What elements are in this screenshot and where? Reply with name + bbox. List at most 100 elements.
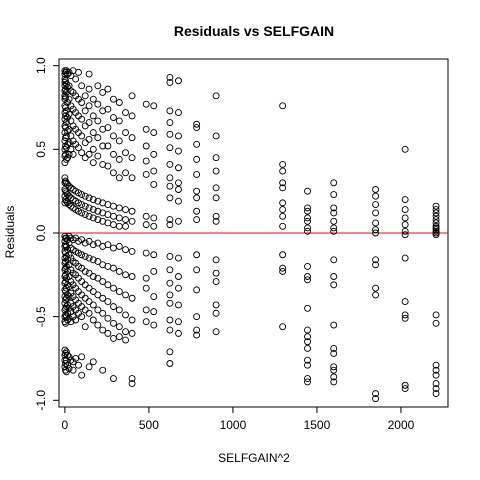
data-point xyxy=(94,216,102,224)
data-point xyxy=(401,145,409,153)
data-point xyxy=(193,326,201,334)
data-point xyxy=(304,375,311,383)
data-point xyxy=(193,331,201,339)
data-point xyxy=(94,239,102,247)
data-point xyxy=(128,154,136,162)
data-point xyxy=(372,226,380,234)
data-point xyxy=(78,115,86,123)
data-point xyxy=(122,271,129,279)
data-point xyxy=(166,266,174,274)
data-point xyxy=(304,356,311,364)
data-point xyxy=(304,273,311,280)
data-point xyxy=(99,309,107,317)
data-point xyxy=(62,360,70,367)
data-point xyxy=(109,95,117,103)
data-point xyxy=(128,316,136,324)
data-point xyxy=(372,192,380,200)
data-point xyxy=(89,288,97,296)
data-point xyxy=(193,120,201,128)
data-point xyxy=(67,194,75,202)
data-point xyxy=(128,375,136,383)
data-point xyxy=(62,249,70,257)
data-point xyxy=(109,303,117,311)
data-point xyxy=(150,222,158,230)
data-point xyxy=(175,197,182,205)
data-point xyxy=(372,209,380,217)
data-point xyxy=(166,221,174,229)
data-point xyxy=(85,309,93,317)
data-point xyxy=(330,227,338,235)
data-point xyxy=(150,268,158,275)
x-tick-label: 500 xyxy=(139,418,159,432)
data-point xyxy=(109,169,117,177)
data-point xyxy=(115,99,123,106)
data-point xyxy=(330,256,338,264)
data-point xyxy=(115,137,123,145)
y-tick-label: 0.5 xyxy=(34,141,48,158)
data-point xyxy=(193,187,201,195)
data-point xyxy=(62,132,70,140)
data-point xyxy=(212,184,220,192)
data-point xyxy=(65,293,73,301)
data-point xyxy=(128,112,136,120)
data-point xyxy=(193,251,201,259)
data-point xyxy=(175,254,182,262)
data-point xyxy=(330,344,338,352)
data-point xyxy=(432,206,440,214)
data-point xyxy=(64,236,72,244)
data-point xyxy=(104,201,112,209)
x-tick-label: 1500 xyxy=(304,418,331,432)
data-point xyxy=(432,371,440,379)
data-point xyxy=(122,291,129,299)
data-point xyxy=(142,306,150,314)
data-point xyxy=(330,373,338,381)
data-point xyxy=(67,87,75,95)
data-point xyxy=(94,134,102,142)
data-point xyxy=(166,160,174,168)
data-point xyxy=(175,186,182,193)
data-point xyxy=(89,159,97,167)
data-point xyxy=(104,281,112,289)
data-point xyxy=(85,194,93,202)
data-point xyxy=(65,192,73,200)
data-point xyxy=(115,323,123,331)
data-point xyxy=(193,313,201,321)
data-point xyxy=(78,99,86,106)
data-point xyxy=(72,355,80,362)
data-point xyxy=(330,363,338,371)
data-point xyxy=(401,206,409,214)
data-point xyxy=(104,105,112,113)
data-point xyxy=(104,241,112,249)
data-point xyxy=(432,216,440,224)
data-point xyxy=(128,294,136,302)
data-point xyxy=(85,102,93,110)
data-point xyxy=(401,381,409,389)
data-point xyxy=(75,68,82,76)
data-point xyxy=(212,154,220,162)
data-point xyxy=(115,117,123,125)
data-point xyxy=(64,127,72,135)
data-point xyxy=(89,316,97,324)
data-point xyxy=(330,224,338,232)
data-point xyxy=(75,144,82,152)
data-point xyxy=(212,194,220,202)
data-point xyxy=(72,316,80,324)
data-point xyxy=(193,207,201,215)
data-point xyxy=(75,189,82,197)
y-tick-label: -1.0 xyxy=(34,390,48,411)
data-point xyxy=(330,366,338,374)
data-point xyxy=(62,77,70,85)
data-point xyxy=(304,217,311,225)
data-point xyxy=(304,344,311,352)
data-point xyxy=(175,318,182,326)
data-point xyxy=(109,375,117,383)
data-point xyxy=(212,167,220,175)
data-point xyxy=(75,237,82,245)
data-point xyxy=(304,204,311,212)
data-point xyxy=(81,323,89,331)
data-point xyxy=(401,298,409,306)
data-point xyxy=(122,129,129,137)
data-point xyxy=(304,333,311,341)
data-point xyxy=(109,114,117,122)
data-point xyxy=(65,314,73,322)
